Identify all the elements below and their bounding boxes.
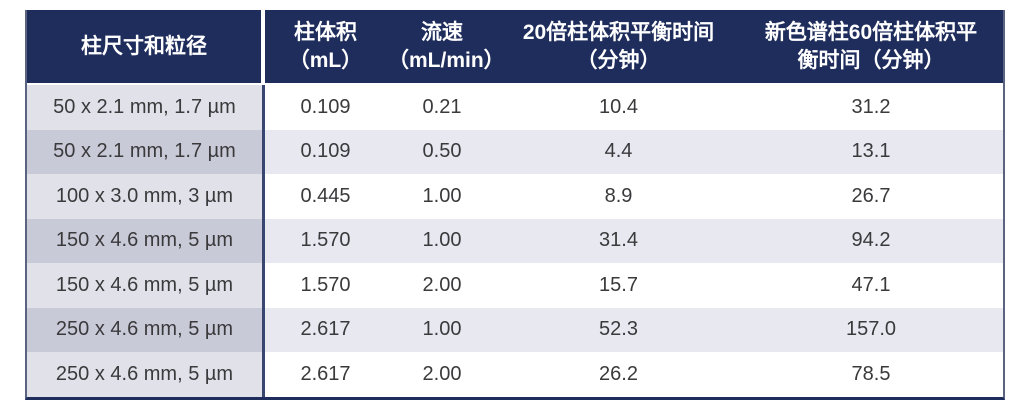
table-row: 150 x 4.6 mm, 5 µm 1.570 1.00 31.4 94.2: [27, 218, 1003, 263]
value-cell: 2.617: [265, 307, 386, 352]
column-header-2: 流速 （mL/min）: [386, 10, 498, 85]
value-cell: 1.00: [386, 218, 498, 263]
value-cell: 94.2: [739, 218, 1003, 263]
column-header-3: 20倍柱体积平衡时间 （分钟）: [498, 10, 739, 85]
table-body: 50 x 2.1 mm, 1.7 µm 0.109 0.21 10.4 31.2 50 x…: [27, 85, 1003, 397]
value-cell: 13.1: [739, 129, 1003, 174]
table-row: 100 x 3.0 mm, 3 µm 0.445 1.00 8.9 26.7: [27, 174, 1003, 219]
table-row: 150 x 4.6 mm, 5 µm 1.570 2.00 15.7 47.1: [27, 263, 1003, 308]
value-cell: 4.4: [498, 129, 739, 174]
value-cell: 2.617: [265, 352, 386, 397]
table-row: 250 x 4.6 mm, 5 µm 2.617 1.00 52.3 157.0: [27, 307, 1003, 352]
value-cell: 0.50: [386, 129, 498, 174]
column-equilibration-table: 柱尺寸和粒径 柱体积 （mL） 流速 （mL/min） 20倍柱体积平衡时间 （分钟）…: [25, 10, 1005, 400]
table-row: 50 x 2.1 mm, 1.7 µm 0.109 0.21 10.4 31.2: [27, 85, 1003, 130]
row-label-cell: 100 x 3.0 mm, 3 µm: [27, 174, 265, 219]
value-cell: 26.2: [498, 352, 739, 397]
table-header: 柱尺寸和粒径 柱体积 （mL） 流速 （mL/min） 20倍柱体积平衡时间 （分钟）…: [27, 10, 1003, 85]
value-cell: 0.445: [265, 174, 386, 219]
row-label-cell: 250 x 4.6 mm, 5 µm: [27, 352, 265, 397]
value-cell: 0.109: [265, 85, 386, 130]
value-cell: 26.7: [739, 174, 1003, 219]
row-label-cell: 50 x 2.1 mm, 1.7 µm: [27, 85, 265, 130]
column-header-4: 新色谱柱60倍柱体积平 衡时间（分钟）: [739, 10, 1003, 85]
value-cell: 1.00: [386, 174, 498, 219]
row-label-cell: 150 x 4.6 mm, 5 µm: [27, 263, 265, 308]
value-cell: 8.9: [498, 174, 739, 219]
column-header-0: 柱尺寸和粒径: [27, 10, 265, 85]
table-row: 50 x 2.1 mm, 1.7 µm 0.109 0.50 4.4 13.1: [27, 129, 1003, 174]
value-cell: 0.109: [265, 129, 386, 174]
value-cell: 157.0: [739, 307, 1003, 352]
value-cell: 1.570: [265, 218, 386, 263]
value-cell: 2.00: [386, 263, 498, 308]
column-header-1: 柱体积 （mL）: [265, 10, 386, 85]
value-cell: 10.4: [498, 85, 739, 130]
value-cell: 31.4: [498, 218, 739, 263]
value-cell: 47.1: [739, 263, 1003, 308]
page: 柱尺寸和粒径 柱体积 （mL） 流速 （mL/min） 20倍柱体积平衡时间 （分钟）…: [25, 10, 1005, 400]
value-cell: 15.7: [498, 263, 739, 308]
row-label-cell: 50 x 2.1 mm, 1.7 µm: [27, 129, 265, 174]
table-header-row: 柱尺寸和粒径 柱体积 （mL） 流速 （mL/min） 20倍柱体积平衡时间 （分钟）…: [27, 10, 1003, 85]
row-label-cell: 150 x 4.6 mm, 5 µm: [27, 218, 265, 263]
value-cell: 52.3: [498, 307, 739, 352]
value-cell: 1.570: [265, 263, 386, 308]
value-cell: 31.2: [739, 85, 1003, 130]
table-row: 250 x 4.6 mm, 5 µm 2.617 2.00 26.2 78.5: [27, 352, 1003, 397]
value-cell: 0.21: [386, 85, 498, 130]
value-cell: 2.00: [386, 352, 498, 397]
value-cell: 1.00: [386, 307, 498, 352]
value-cell: 78.5: [739, 352, 1003, 397]
row-label-cell: 250 x 4.6 mm, 5 µm: [27, 307, 265, 352]
